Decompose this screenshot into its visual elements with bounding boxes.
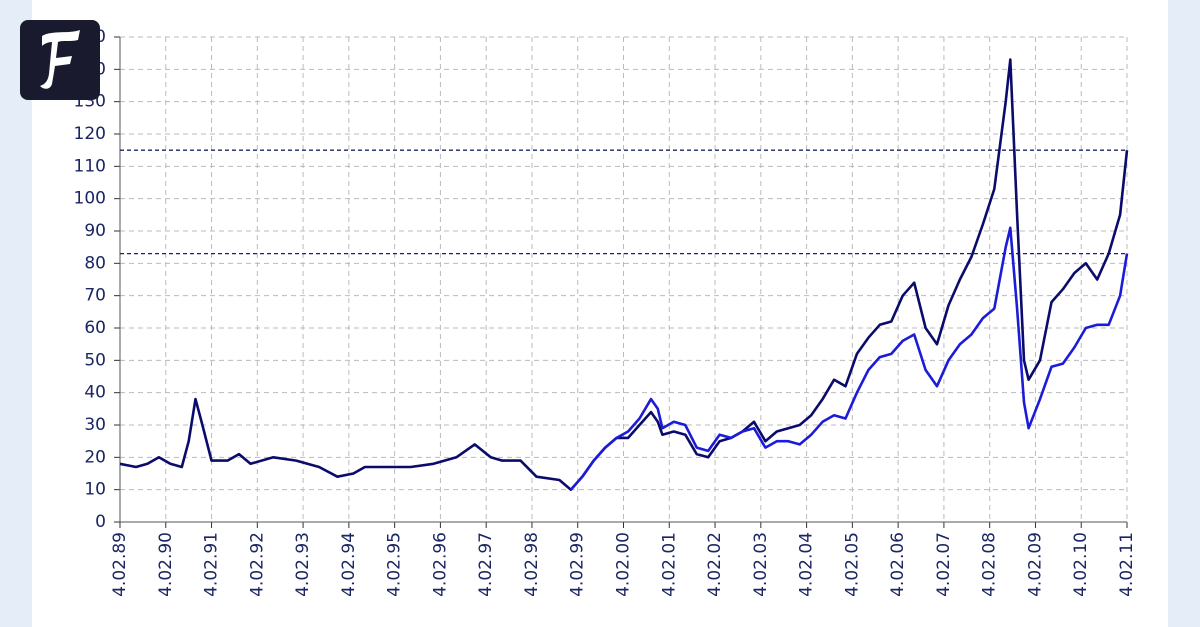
logo-glyph	[40, 30, 80, 89]
x-tick-label: 4.02.97	[476, 532, 496, 597]
y-tick-label: 50	[84, 350, 106, 370]
x-tick-label: 4.02.92	[247, 532, 267, 597]
plot-area: 01020304050607080901001101201301401504.0…	[74, 27, 1137, 597]
logo	[20, 20, 100, 100]
y-tick-label: 90	[84, 221, 106, 241]
x-tick-label: 4.02.05	[842, 532, 862, 597]
y-tick-label: 120	[74, 124, 106, 144]
x-tick-label: 4.02.00	[614, 532, 634, 597]
x-tick-label: 4.02.11	[1117, 532, 1137, 597]
y-tick-label: 0	[95, 512, 106, 532]
y-tick-label: 60	[84, 318, 106, 338]
x-tick-label: 4.02.90	[156, 532, 176, 597]
x-tick-label: 4.02.95	[385, 532, 405, 597]
x-tick-label: 4.02.01	[659, 532, 679, 597]
x-tick-label: 4.02.02	[705, 532, 725, 597]
y-tick-label: 70	[84, 286, 106, 306]
x-tick-label: 4.02.93	[293, 532, 313, 597]
y-tick-label: 110	[74, 156, 106, 176]
x-tick-label: 4.02.04	[797, 532, 817, 597]
y-tick-label: 100	[74, 189, 106, 209]
line-series	[569, 226, 1129, 491]
x-tick-label: 4.02.96	[430, 532, 450, 597]
x-tick-label: 4.02.91	[202, 532, 222, 597]
x-tick-label: 4.02.99	[568, 532, 588, 597]
x-tick-label: 4.02.07	[934, 532, 954, 597]
x-tick-label: 4.02.08	[980, 532, 1000, 597]
x-tick-label: 4.02.10	[1071, 532, 1091, 597]
x-tick-label: 4.02.06	[888, 532, 908, 597]
x-tick-label: 4.02.98	[522, 532, 542, 597]
line-series	[119, 58, 1129, 491]
y-tick-label: 40	[84, 383, 106, 403]
x-tick-label: 4.02.94	[339, 532, 359, 597]
x-tick-label: 4.02.89	[110, 532, 130, 597]
x-tick-label: 4.02.09	[1025, 532, 1045, 597]
y-tick-label: 20	[84, 447, 106, 467]
y-tick-label: 80	[84, 253, 106, 273]
y-tick-label: 10	[84, 480, 106, 500]
y-tick-label: 30	[84, 415, 106, 435]
x-tick-label: 4.02.03	[751, 532, 771, 597]
